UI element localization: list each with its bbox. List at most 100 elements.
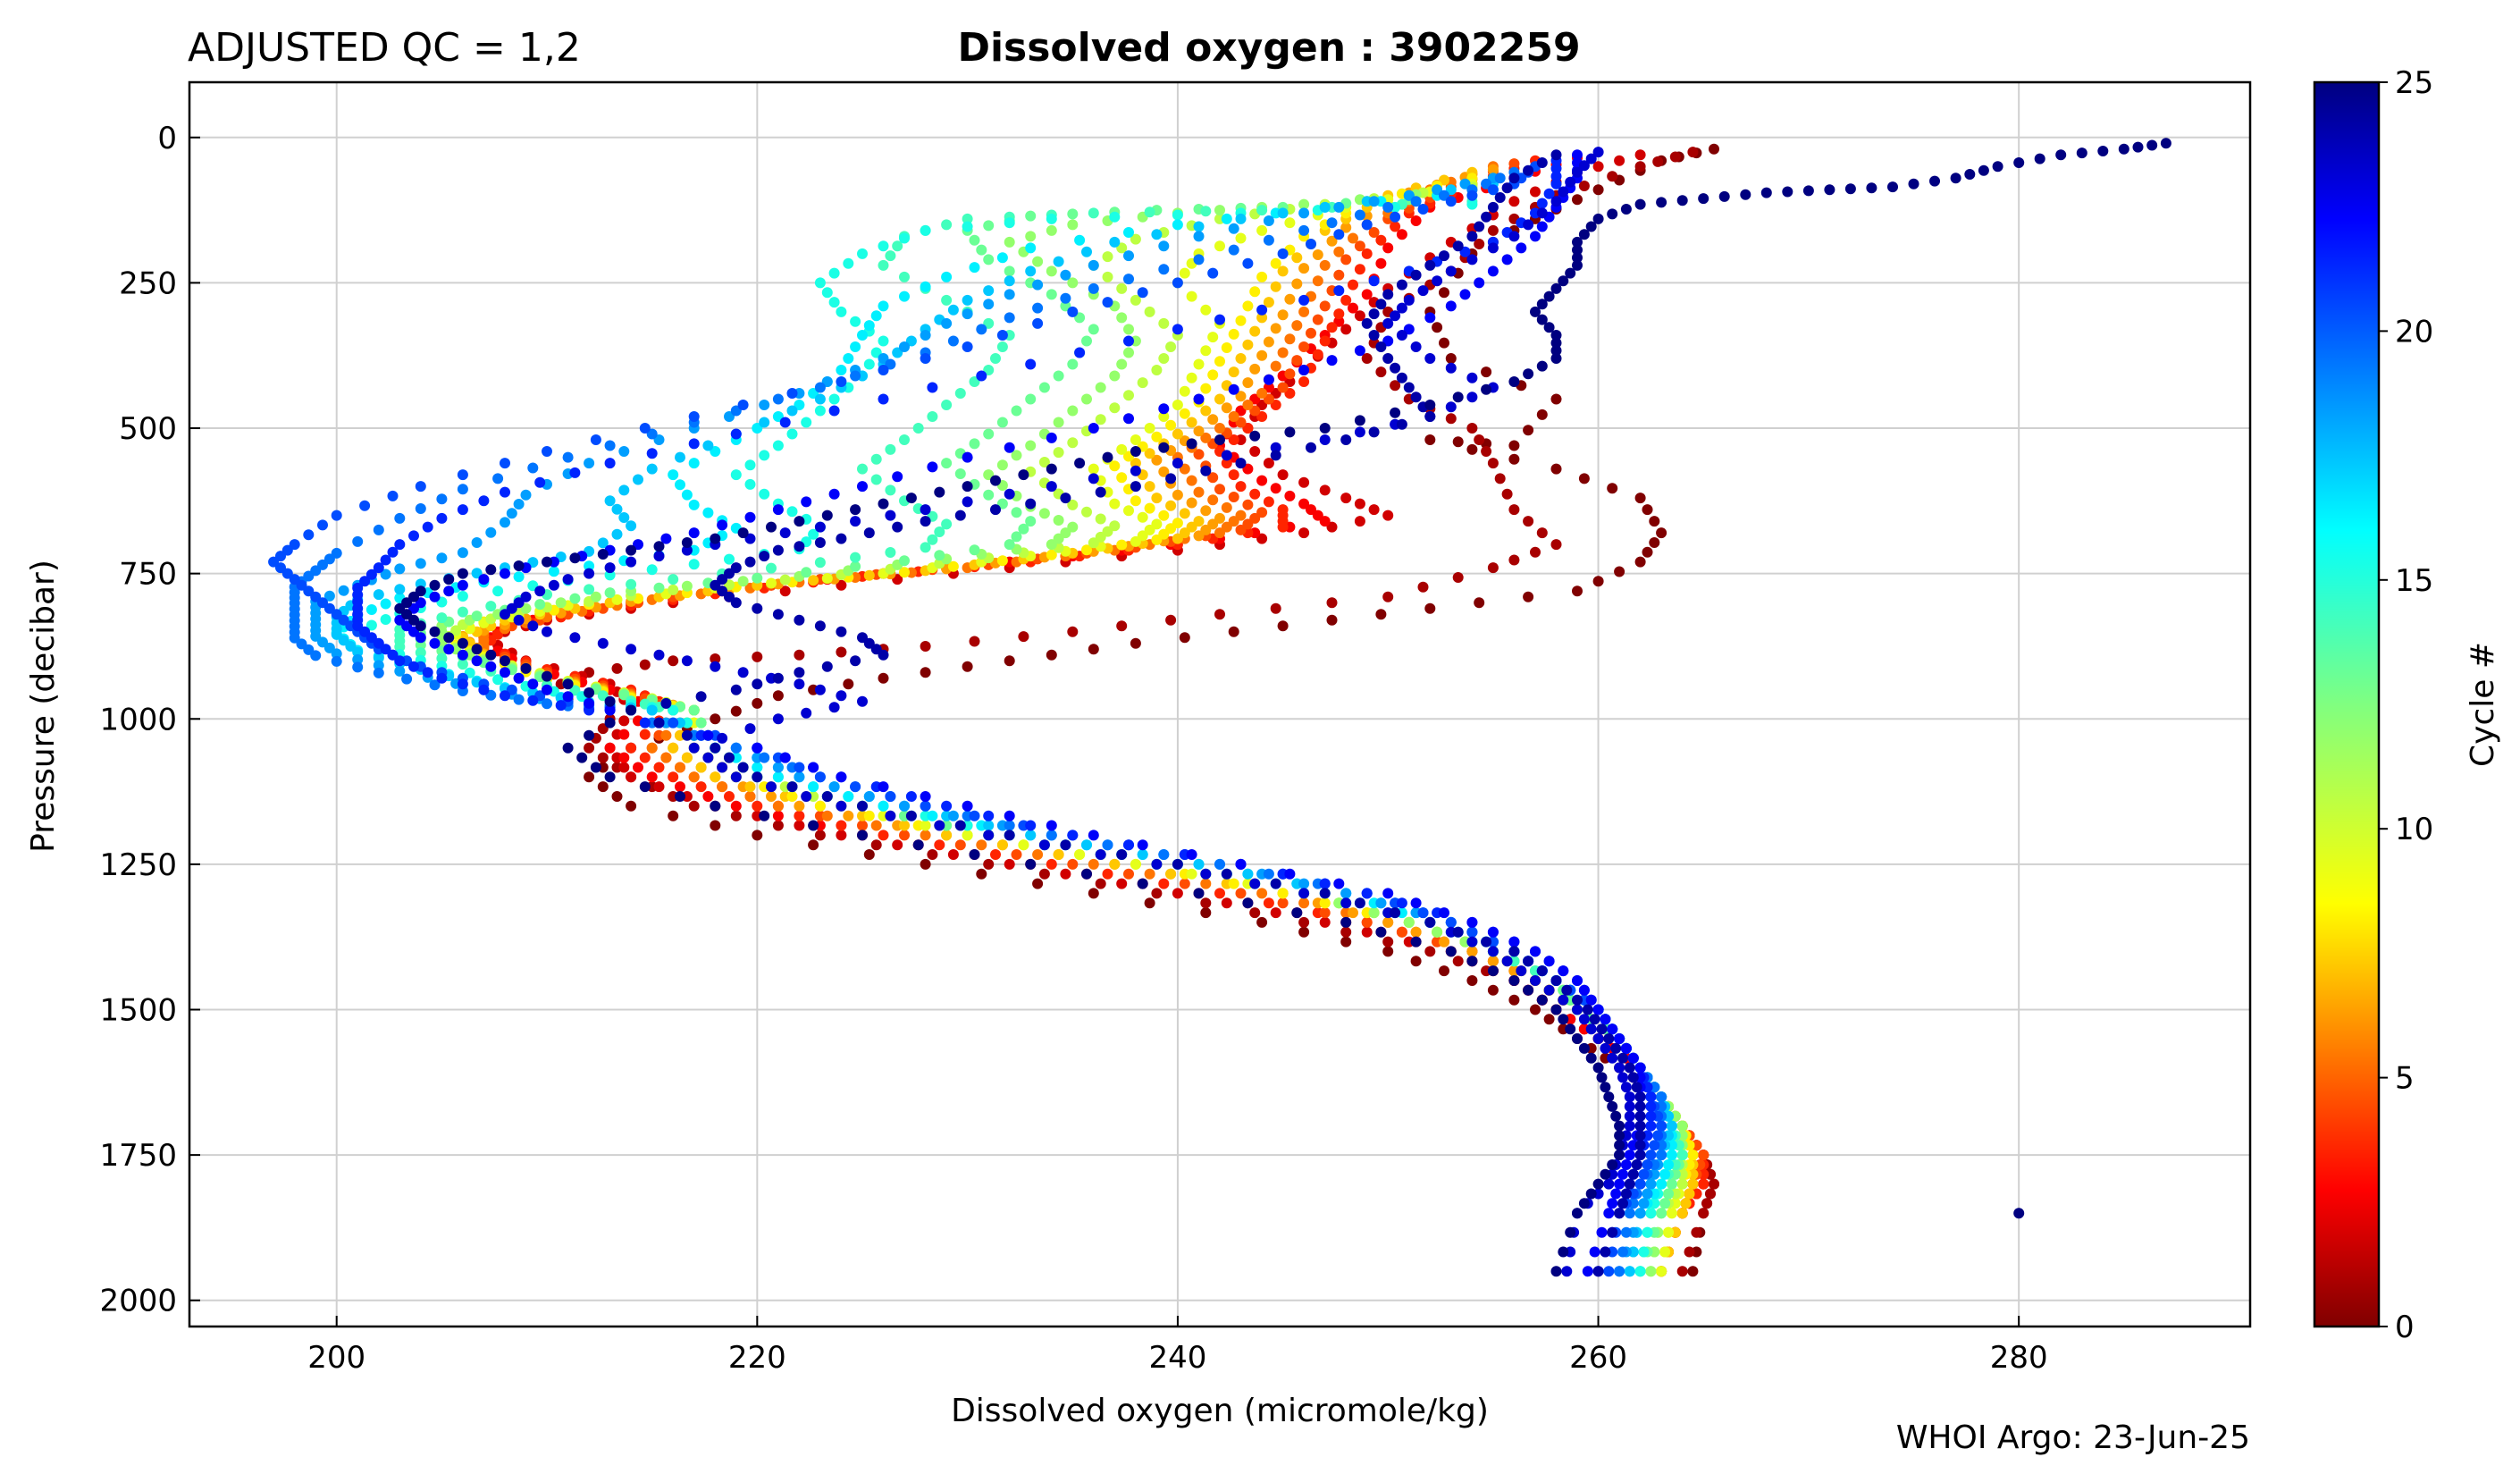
data-point — [717, 781, 728, 793]
data-point — [2160, 138, 2171, 149]
data-point — [927, 411, 938, 422]
data-point — [471, 655, 483, 667]
data-point — [1179, 878, 1190, 889]
data-point — [1624, 1091, 1635, 1103]
data-point — [836, 771, 847, 783]
data-point — [1634, 1100, 1646, 1112]
data-point — [1123, 868, 1134, 880]
data-point — [1361, 916, 1373, 928]
data-point — [1221, 213, 1232, 224]
data-point — [878, 353, 889, 364]
data-point — [1410, 215, 1422, 226]
data-point — [836, 579, 847, 591]
data-point — [555, 700, 567, 712]
data-point — [1487, 184, 1499, 196]
data-point — [779, 585, 791, 597]
data-point — [1572, 1208, 1583, 1219]
data-point — [387, 490, 399, 501]
data-point — [1333, 285, 1345, 297]
data-point — [1249, 907, 1261, 919]
data-point — [1046, 432, 1057, 443]
data-point — [1116, 849, 1128, 860]
data-point — [1550, 337, 1562, 349]
data-point — [1130, 294, 1141, 306]
data-point — [1235, 858, 1247, 870]
data-point — [1306, 239, 1316, 249]
data-point — [1592, 213, 1604, 224]
data-point — [1032, 878, 1044, 889]
y-tick-label: 1500 — [99, 992, 177, 1028]
data-point — [863, 849, 875, 860]
data-point — [681, 729, 693, 741]
data-point — [962, 800, 973, 812]
data-point — [1179, 632, 1190, 644]
data-point — [1326, 355, 1338, 366]
data-point — [1263, 215, 1274, 226]
data-point — [786, 791, 798, 802]
data-point — [668, 469, 679, 481]
data-point — [2013, 157, 2025, 168]
data-point — [934, 839, 945, 851]
data-point — [1642, 1226, 1653, 1238]
data-point — [1487, 562, 1499, 574]
data-point — [1530, 946, 1541, 957]
data-point — [1687, 1150, 1699, 1161]
data-point — [1474, 434, 1485, 445]
data-point — [794, 810, 805, 821]
data-point — [1550, 330, 1562, 341]
data-point — [1424, 434, 1436, 445]
data-point — [626, 556, 637, 568]
data-point — [1572, 252, 1583, 264]
data-point — [983, 858, 995, 870]
data-point — [1459, 178, 1471, 190]
data-point — [730, 742, 742, 754]
data-point — [1487, 164, 1499, 175]
data-point — [1221, 458, 1232, 469]
data-point — [1060, 868, 1071, 880]
data-point — [1466, 392, 1478, 403]
data-point — [1046, 481, 1057, 493]
data-point — [317, 519, 328, 531]
data-point — [843, 353, 854, 364]
data-point — [1214, 240, 1225, 252]
data-point — [1277, 265, 1289, 277]
data-point — [1067, 358, 1079, 370]
data-point — [983, 810, 995, 821]
data-point — [1523, 368, 1534, 380]
data-point — [1088, 324, 1099, 335]
data-point — [836, 533, 847, 544]
data-point — [1298, 263, 1310, 274]
data-point — [1277, 248, 1289, 259]
data-point — [401, 620, 413, 632]
data-point — [562, 691, 574, 703]
data-point — [1638, 1168, 1650, 1180]
data-point — [352, 653, 364, 665]
data-point — [1032, 256, 1044, 267]
data-point — [1333, 201, 1345, 213]
data-point — [443, 644, 455, 655]
data-point — [695, 762, 707, 773]
data-point — [1718, 190, 1730, 202]
data-point — [1887, 181, 1898, 193]
data-point — [905, 335, 917, 347]
data-point — [394, 563, 406, 575]
data-point — [1676, 195, 1688, 206]
data-point — [1565, 267, 1576, 279]
data-point — [1466, 190, 1478, 201]
data-point — [1592, 184, 1604, 196]
data-point — [611, 662, 623, 674]
data-point — [1004, 810, 1015, 821]
data-point — [1123, 839, 1134, 851]
data-point — [1228, 328, 1239, 340]
data-point — [1004, 289, 1015, 300]
data-point — [1242, 400, 1254, 410]
data-point — [626, 742, 637, 754]
data-point — [1666, 1208, 1677, 1219]
data-point — [590, 762, 601, 773]
data-point — [843, 257, 854, 269]
data-point — [1585, 1188, 1597, 1200]
data-point — [1053, 370, 1064, 382]
data-point — [857, 481, 868, 493]
data-point — [604, 587, 616, 599]
data-point — [801, 496, 812, 508]
